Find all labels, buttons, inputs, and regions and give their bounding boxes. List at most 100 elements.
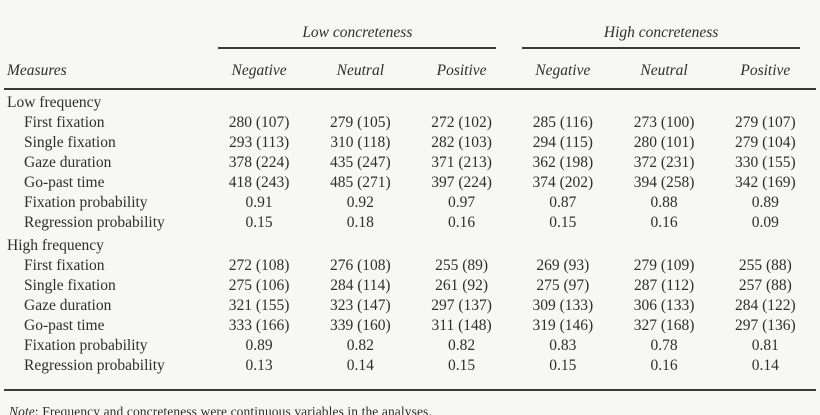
value-cell: 287 (112) <box>634 277 695 294</box>
value-cell: 285 (116) <box>532 114 593 131</box>
value-cell: 323 (147) <box>329 297 391 314</box>
value-cell: 0.16 <box>650 357 678 374</box>
section-header-row: Low frequency <box>4 89 816 113</box>
measure-label: First fixation <box>24 257 105 274</box>
measure-label: Gaze duration <box>24 154 112 171</box>
value-cell: 0.14 <box>346 357 374 374</box>
value-cell: 0.91 <box>245 194 273 211</box>
table-row: Go-past time 418 (243) 485 (271) 397 (224) 3… <box>4 173 816 193</box>
value-cell: 255 (88) <box>738 257 792 274</box>
value-cell: 0.97 <box>448 194 476 211</box>
table-body: Low frequency First fixation 280 (107) 279 … <box>4 89 816 390</box>
value-cell: 310 (118) <box>330 134 391 151</box>
column-header-positive-low: Positive <box>410 49 513 90</box>
value-cell: 255 (89) <box>435 257 489 274</box>
value-cell: 0.88 <box>650 194 678 211</box>
value-cell: 261 (92) <box>435 277 489 294</box>
column-group-label: High concreteness <box>522 24 800 49</box>
column-group-label: Low concreteness <box>218 24 497 49</box>
value-cell: 435 (247) <box>329 154 391 171</box>
measure-label: First fixation <box>24 114 105 131</box>
value-cell: 0.89 <box>245 337 273 354</box>
table-row: Go-past time 333 (166) 339 (160) 311 (148) 3… <box>4 316 816 336</box>
value-cell: 0.16 <box>448 214 476 231</box>
value-cell: 279 (107) <box>734 114 796 131</box>
value-cell: 297 (137) <box>431 297 492 314</box>
value-cell: 374 (202) <box>532 174 594 191</box>
value-cell: 394 (258) <box>633 174 695 191</box>
value-cell: 280 (107) <box>228 114 290 131</box>
value-cell: 0.82 <box>448 337 476 354</box>
value-cell: 0.15 <box>549 357 577 374</box>
value-cell: 0.78 <box>650 337 678 354</box>
value-cell: 0.16 <box>650 214 678 231</box>
value-cell: 309 (133) <box>532 297 594 314</box>
measure-label: Regression probability <box>24 214 165 231</box>
value-cell: 0.87 <box>549 194 577 211</box>
table-row: Gaze duration 321 (155) 323 (147) 297 (137)… <box>4 296 816 316</box>
table-row: First fixation 272 (108) 276 (108) 255 (89)… <box>4 256 816 276</box>
table-header: Low concreteness High concreteness Measu… <box>4 24 816 90</box>
value-cell: 275 (97) <box>536 277 590 294</box>
measure-label: Single fixation <box>24 277 116 294</box>
value-cell: 342 (169) <box>734 174 796 191</box>
value-cell: 293 (113) <box>229 134 290 151</box>
table-row: Regression probability 0.15 0.18 0.16 0.15 0.… <box>4 213 816 233</box>
value-cell: 371 (213) <box>431 154 492 171</box>
value-cell: 339 (160) <box>329 317 391 334</box>
section-header-row: High frequency <box>4 233 816 256</box>
value-cell: 418 (243) <box>228 174 290 191</box>
column-group-high-concreteness: High concreteness <box>512 24 816 49</box>
value-cell: 319 (146) <box>532 317 594 334</box>
value-cell: 272 (108) <box>228 257 290 274</box>
value-cell: 0.92 <box>346 194 374 211</box>
table-row: Single fixation 293 (113) 310 (118) 282 (10… <box>4 133 816 153</box>
measure-label: Fixation probability <box>24 337 148 354</box>
note-text: : Frequency and concreteness were contin… <box>34 404 432 415</box>
value-cell: 275 (106) <box>228 277 290 294</box>
value-cell: 327 (168) <box>633 317 695 334</box>
value-cell: 279 (109) <box>633 257 695 274</box>
value-cell: 284 (114) <box>330 277 391 294</box>
table-row: Single fixation 275 (106) 284 (114) 261 (92… <box>4 276 816 296</box>
value-cell: 378 (224) <box>228 154 290 171</box>
section-label: High frequency <box>7 237 104 254</box>
note-label: Note <box>9 404 35 415</box>
value-cell: 330 (155) <box>734 154 796 171</box>
value-cell: 0.15 <box>549 214 577 231</box>
table-row: First fixation 280 (107) 279 (105) 272 (102… <box>4 113 816 133</box>
column-header-negative-low: Negative <box>208 49 310 90</box>
value-cell: 272 (102) <box>431 114 492 131</box>
table-note: Note: Frequency and concreteness were co… <box>4 404 816 415</box>
value-cell: 0.09 <box>751 214 779 231</box>
value-cell: 0.83 <box>549 337 577 354</box>
measures-table: Low concreteness High concreteness Measu… <box>4 24 816 391</box>
table-row: Fixation probability 0.89 0.82 0.82 0.83 0.78… <box>4 336 816 356</box>
value-cell: 257 (88) <box>738 277 792 294</box>
value-cell: 333 (166) <box>228 317 290 334</box>
value-cell: 294 (115) <box>532 134 593 151</box>
value-cell: 397 (224) <box>431 174 492 191</box>
measure-label: Go-past time <box>24 174 105 191</box>
value-cell: 273 (100) <box>633 114 695 131</box>
measure-label: Gaze duration <box>24 297 112 314</box>
empty-corner-cell <box>4 24 208 49</box>
value-cell: 306 (133) <box>633 297 695 314</box>
value-cell: 0.89 <box>751 194 779 211</box>
value-cell: 0.14 <box>751 357 779 374</box>
measure-label: Go-past time <box>24 317 105 334</box>
measure-label: Single fixation <box>24 134 116 151</box>
value-cell: 284 (122) <box>734 297 796 314</box>
measure-label: Fixation probability <box>24 194 148 211</box>
value-cell: 297 (136) <box>734 317 796 334</box>
column-header-negative-high: Negative <box>512 49 614 90</box>
table-row: Fixation probability 0.91 0.92 0.97 0.87 0.88… <box>4 193 816 213</box>
value-cell: 362 (198) <box>532 154 594 171</box>
value-cell: 0.15 <box>448 357 476 374</box>
value-cell: 279 (104) <box>734 134 796 151</box>
value-cell: 0.13 <box>245 357 273 374</box>
table-row: Regression probability 0.13 0.14 0.15 0.15 0.… <box>4 356 816 390</box>
value-cell: 311 (148) <box>431 317 492 334</box>
